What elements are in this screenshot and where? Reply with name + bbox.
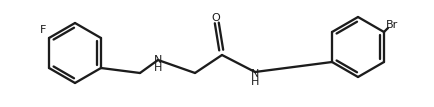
Text: O: O [212,13,220,23]
Text: N: N [154,55,162,65]
Text: F: F [39,25,46,35]
Text: H: H [251,77,259,87]
Text: Br: Br [386,20,398,30]
Text: H: H [154,63,162,73]
Text: N: N [251,69,259,79]
